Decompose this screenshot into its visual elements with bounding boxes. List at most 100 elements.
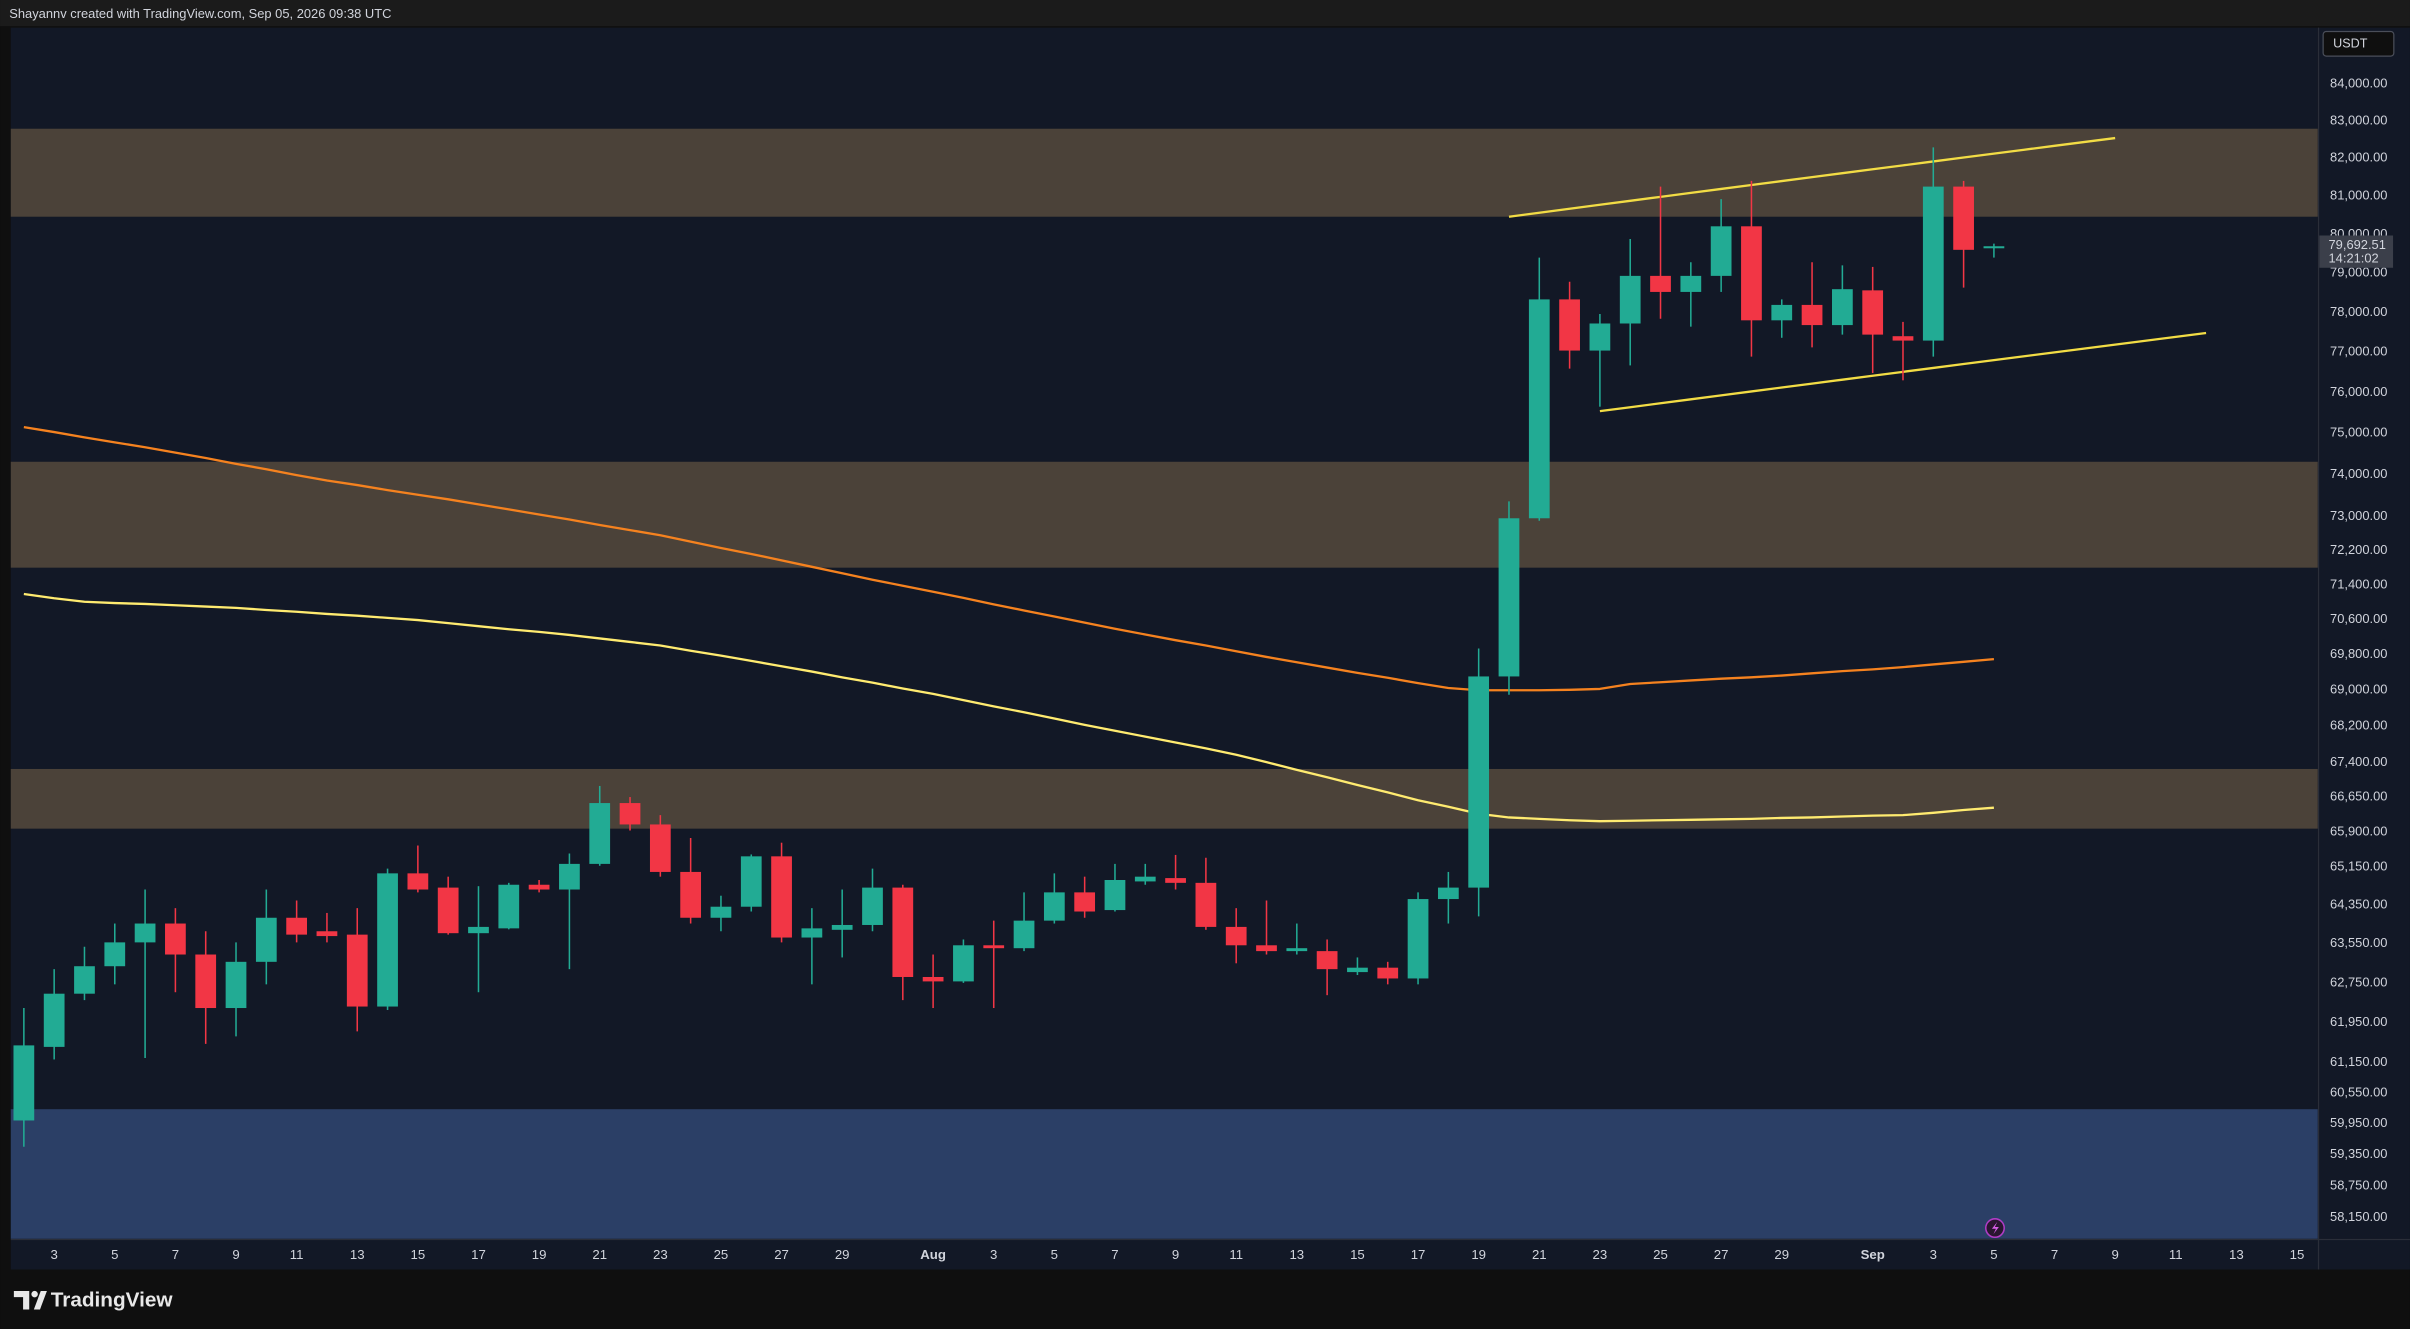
candle-body [1104,879,1126,911]
candle-body [1771,304,1793,321]
candle-body [1347,967,1368,973]
last-price-box [2319,235,2394,268]
x-tick-label: 5 [1051,1247,1058,1262]
candle-body [892,887,914,977]
candle-body [407,873,429,890]
y-tick-label: 84,000.00 [2330,75,2387,90]
x-tick-label: 29 [835,1247,850,1262]
candle-body [922,976,944,982]
x-tick-label: 25 [1653,1247,1668,1262]
x-tick-label: 3 [990,1247,997,1262]
currency-box[interactable] [2322,30,2395,57]
overlay-line [23,592,1995,823]
brand-name: TradingView [51,1289,174,1312]
candle-body [1892,336,1914,341]
x-tick-label: 11 [290,1247,304,1262]
x-tick-label: 27 [1714,1247,1729,1262]
candle-body [286,917,308,935]
y-tick-label: 67,400.00 [2330,754,2387,769]
x-tick-label: 9 [2111,1247,2118,1262]
candle-body [1377,967,1399,979]
y-tick-label: 78,000.00 [2330,304,2387,319]
x-tick-label: 17 [471,1247,486,1262]
candle-body [1165,878,1186,883]
candle-body [1498,518,1520,677]
x-tick-label: 23 [653,1247,668,1262]
y-tick-label: 68,200.00 [2330,718,2387,733]
y-tick-label: 65,150.00 [2330,859,2387,874]
candle-body [1862,290,1884,335]
alert-icon[interactable] [1985,1218,2005,1239]
candle-body [1468,676,1490,888]
candle-body [74,966,95,994]
brand-logo[interactable] [13,1290,47,1310]
candle-body [1741,226,1762,321]
candle-body [316,931,338,937]
candle-body [1801,304,1823,326]
candle-body [1043,892,1065,921]
candle-body [437,887,459,934]
candle-body [1256,945,1277,952]
y-tick-label: 58,750.00 [2330,1177,2387,1192]
x-tick-label: 5 [111,1247,118,1262]
y-tick-label: 63,550.00 [2330,935,2387,950]
candle-body [771,856,792,938]
candle-body [1286,948,1308,952]
y-tick-label: 81,000.00 [2330,188,2387,203]
candle-body [801,928,823,938]
candle-body [1589,323,1611,351]
price-zone [10,1109,2318,1239]
price-zone [10,461,2318,568]
y-tick-label: 58,150.00 [2330,1209,2387,1224]
candle-body [1650,275,1671,292]
candle-body [1195,882,1217,927]
currency: USDT [2333,37,2368,51]
x-tick-label: Aug [920,1247,946,1262]
y-tick-label: 74,000.00 [2330,466,2387,481]
y-tick-label: 70,600.00 [2330,611,2387,626]
candle-body [43,993,65,1047]
x-tick-label: 9 [1172,1247,1179,1262]
x-tick-label: 5 [1990,1247,1997,1262]
x-tick-label: 15 [411,1247,426,1262]
candle-body [134,923,156,943]
attribution: Shayannv created with TradingView.com, S… [9,6,391,21]
candle-body [1619,275,1641,324]
x-tick-label: 7 [172,1247,179,1262]
candle-body [831,924,853,930]
candle-body [983,945,1005,949]
candle-body [1225,926,1247,946]
y-tick-label: 83,000.00 [2330,112,2387,127]
x-tick-label: 7 [1111,1247,1118,1262]
x-tick-label: 21 [1532,1247,1547,1262]
candle-body [680,871,702,918]
x-tick-label: 9 [232,1247,239,1262]
candle-body [953,945,974,982]
candle-body [195,954,217,1009]
y-tick-label: 66,650.00 [2330,788,2387,803]
y-tick-label: 62,750.00 [2330,974,2387,989]
y-tick-label: 61,950.00 [2330,1014,2387,1029]
y-tick-label: 60,550.00 [2330,1084,2387,1099]
x-tick-label: Sep [1861,1247,1885,1262]
candle-body [104,942,126,967]
y-tick-label: 82,000.00 [2330,150,2387,165]
top-bar [0,0,2410,27]
overlay-line [1508,136,2116,218]
y-tick-label: 59,950.00 [2330,1115,2387,1130]
x-tick-label: 15 [2290,1247,2305,1262]
last-price: 79,692.51 [2329,237,2386,252]
y-tick-label: 77,000.00 [2330,344,2387,359]
x-tick-label: 25 [714,1247,729,1262]
price-zone [10,768,2318,829]
candle-body [1559,299,1580,351]
x-tick-label: 23 [1593,1247,1608,1262]
y-tick-label: 75,000.00 [2330,425,2387,440]
candle-body [710,906,732,918]
x-tick-label: 21 [592,1247,607,1262]
candle-body [559,863,580,890]
candle-body [1074,892,1096,912]
candle-body [1134,876,1156,882]
y-tick-label: 79,000.00 [2330,265,2387,280]
y-tick-label: 65,900.00 [2330,823,2387,838]
